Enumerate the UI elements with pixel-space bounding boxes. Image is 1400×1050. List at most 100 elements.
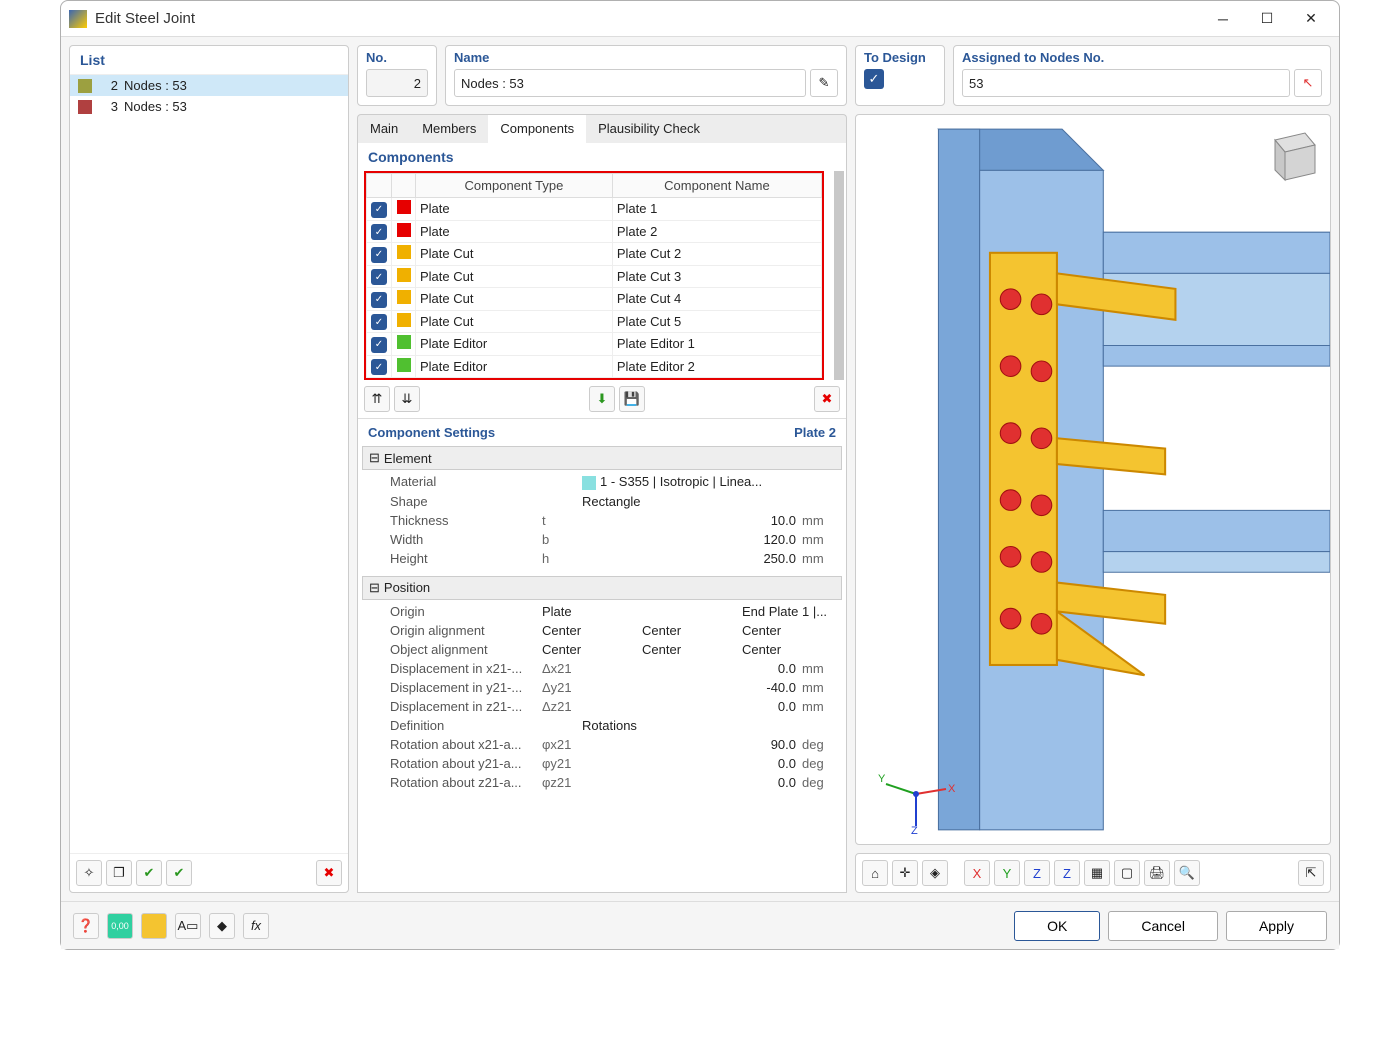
property-row[interactable]: Displacement in x21-...Δx210.0mm: [362, 659, 842, 678]
check-button[interactable]: ✔: [166, 860, 192, 886]
component-row[interactable]: ✓ Plate Cut Plate Cut 2: [367, 243, 822, 266]
scrollbar[interactable]: [834, 171, 844, 380]
row-checkbox[interactable]: ✓: [371, 202, 387, 218]
row-checkbox[interactable]: ✓: [371, 314, 387, 330]
list-item[interactable]: 3 Nodes : 53: [70, 96, 348, 117]
tab-members[interactable]: Members: [410, 115, 488, 143]
delete-component-button[interactable]: ✖: [814, 386, 840, 412]
assigned-input[interactable]: 53: [962, 69, 1290, 97]
view-reset-button[interactable]: ⌂: [862, 860, 888, 886]
print-button[interactable]: 🖨: [1144, 860, 1170, 886]
svg-text:Y: Y: [878, 773, 886, 785]
property-row[interactable]: Displacement in z21-...Δz210.0mm: [362, 697, 842, 716]
property-row[interactable]: Rotation about y21-a...φy210.0deg: [362, 754, 842, 773]
property-row[interactable]: ShapeRectangle: [362, 492, 842, 511]
property-row[interactable]: Origin Plate End Plate 1 |...: [362, 602, 842, 621]
layers-button[interactable]: ◆: [209, 913, 235, 939]
pick-nodes-button[interactable]: ↖: [1294, 69, 1322, 97]
property-row[interactable]: Material1 - S355 | Isotropic | Linea...: [362, 472, 842, 492]
row-checkbox[interactable]: ✓: [371, 337, 387, 353]
labels-button[interactable]: A▭: [175, 913, 201, 939]
property-row[interactable]: Object alignment Center Center Center: [362, 640, 842, 659]
list-header: List: [70, 46, 348, 75]
component-row[interactable]: ✓ Plate Cut Plate Cut 3: [367, 265, 822, 288]
property-row[interactable]: Origin alignment Center Center Center: [362, 621, 842, 640]
axis-button[interactable]: ✛: [892, 860, 918, 886]
svg-text:Z: Z: [911, 825, 918, 834]
name-label: Name: [454, 50, 838, 65]
view-z-button[interactable]: Z: [1024, 860, 1050, 886]
move-up-button[interactable]: ⇈: [364, 386, 390, 412]
view-z2-button[interactable]: Z: [1054, 860, 1080, 886]
settings-header: Component Settings: [368, 425, 495, 440]
minimize-button[interactable]: ─: [1203, 5, 1243, 33]
undock-button[interactable]: ⇱: [1298, 860, 1324, 886]
titlebar: Edit Steel Joint ─ ☐ ✕: [61, 1, 1339, 37]
new-item-button[interactable]: ✧: [76, 860, 102, 886]
property-row[interactable]: DefinitionRotations: [362, 716, 842, 735]
fx-button[interactable]: fx: [243, 913, 269, 939]
property-row[interactable]: Displacement in y21-...Δy21-40.0mm: [362, 678, 842, 697]
component-row[interactable]: ✓ Plate Cut Plate Cut 4: [367, 288, 822, 311]
no-field: No. 2: [357, 45, 437, 106]
view-y-button[interactable]: Y: [994, 860, 1020, 886]
nav-cube[interactable]: [1260, 125, 1320, 185]
delete-item-button[interactable]: ✖: [316, 860, 342, 886]
col-type-header: Component Type: [416, 174, 613, 198]
wireframe-button[interactable]: ▢: [1114, 860, 1140, 886]
no-label: No.: [366, 50, 428, 65]
component-row[interactable]: ✓ Plate Editor Plate Editor 1: [367, 333, 822, 356]
position-group[interactable]: ⊟ Position: [362, 576, 842, 600]
copy-item-button[interactable]: ❐: [106, 860, 132, 886]
todesign-field: To Design ✓: [855, 45, 945, 106]
tab-components[interactable]: Components: [488, 115, 586, 144]
view-x-button[interactable]: X: [964, 860, 990, 886]
name-field-group: Name Nodes : 53 ✎: [445, 45, 847, 106]
tab-plausibility-check[interactable]: Plausibility Check: [586, 115, 712, 143]
row-checkbox[interactable]: ✓: [371, 359, 387, 375]
list-panel: List 2 Nodes : 53 3 Nodes : 53 ✧ ❐ ✔ ✔ ✖: [69, 45, 349, 893]
row-checkbox[interactable]: ✓: [371, 247, 387, 263]
cancel-button[interactable]: Cancel: [1108, 911, 1218, 941]
close-button[interactable]: ✕: [1291, 5, 1331, 33]
element-group[interactable]: ⊟ Element: [362, 446, 842, 470]
todesign-label: To Design: [864, 50, 936, 65]
tabs: MainMembersComponentsPlausibility Check: [357, 114, 847, 143]
component-row[interactable]: ✓ Plate Editor Plate Editor 2: [367, 355, 822, 378]
help-button[interactable]: ❓: [73, 913, 99, 939]
property-row[interactable]: Thicknesst10.0mm: [362, 511, 842, 530]
collapse-icon[interactable]: ⊟: [369, 450, 380, 466]
isometric-button[interactable]: ◈: [922, 860, 948, 886]
check-all-button[interactable]: ✔: [136, 860, 162, 886]
component-row[interactable]: ✓ Plate Plate 2: [367, 220, 822, 243]
component-row[interactable]: ✓ Plate Plate 1: [367, 198, 822, 221]
apply-button[interactable]: Apply: [1226, 911, 1327, 941]
save-component-button[interactable]: 💾: [619, 386, 645, 412]
list-item[interactable]: 2 Nodes : 53: [70, 75, 348, 96]
units-button[interactable]: 0,00: [107, 913, 133, 939]
row-checkbox[interactable]: ✓: [371, 269, 387, 285]
property-row[interactable]: Heighth250.0mm: [362, 549, 842, 568]
property-row[interactable]: Rotation about x21-a...φx2190.0deg: [362, 735, 842, 754]
settings-panel: Component Settings Plate 2 ⊟ Element Mat…: [358, 418, 846, 892]
edit-name-button[interactable]: ✎: [810, 69, 838, 97]
col-name-header: Component Name: [612, 174, 821, 198]
property-row[interactable]: Widthb120.0mm: [362, 530, 842, 549]
name-input[interactable]: Nodes : 53: [454, 69, 806, 97]
tab-main[interactable]: Main: [358, 115, 410, 143]
row-checkbox[interactable]: ✓: [371, 292, 387, 308]
color-button[interactable]: [141, 913, 167, 939]
property-row[interactable]: Rotation about z21-a...φz210.0deg: [362, 773, 842, 792]
axis-gizmo: X Y Z: [876, 764, 956, 834]
collapse-icon[interactable]: ⊟: [369, 580, 380, 596]
todesign-checkbox[interactable]: ✓: [864, 69, 884, 89]
shaded-button[interactable]: ▦: [1084, 860, 1110, 886]
component-row[interactable]: ✓ Plate Cut Plate Cut 5: [367, 310, 822, 333]
row-checkbox[interactable]: ✓: [371, 224, 387, 240]
maximize-button[interactable]: ☐: [1247, 5, 1287, 33]
zoom-button[interactable]: 🔍: [1174, 860, 1200, 886]
move-down-button[interactable]: ⇊: [394, 386, 420, 412]
ok-button[interactable]: OK: [1014, 911, 1100, 941]
viewport-3d[interactable]: X Y Z: [855, 114, 1331, 845]
import-button[interactable]: ⬇: [589, 386, 615, 412]
